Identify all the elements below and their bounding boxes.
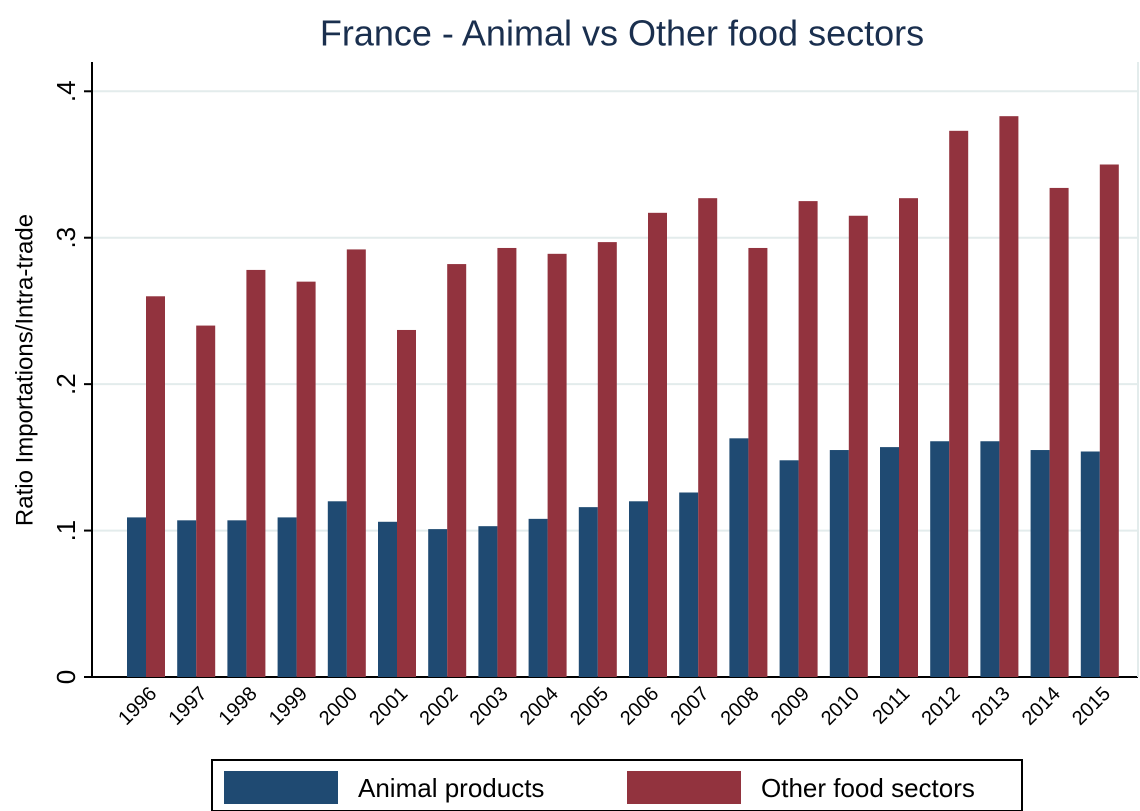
bar [829, 450, 849, 677]
bar [999, 116, 1019, 677]
bar [679, 492, 699, 677]
bar [397, 329, 416, 677]
bar [899, 198, 918, 677]
legend-box [211, 759, 1023, 811]
bar [848, 215, 868, 677]
y-tick-label: .1 [51, 520, 81, 542]
x-tick-label: 2004 [516, 683, 563, 730]
bar [296, 281, 316, 677]
x-tick-label: 2006 [616, 683, 663, 730]
y-tick-label: .3 [51, 227, 81, 249]
bar [779, 460, 799, 677]
bar [748, 247, 768, 677]
y-axis-label: Ratio Importations/Intra-trade [11, 214, 38, 526]
bar [1030, 450, 1050, 677]
bar [528, 518, 548, 677]
x-tick-label: 2007 [666, 683, 713, 730]
x-tick-label: 2015 [1068, 683, 1115, 730]
bar [1049, 187, 1069, 677]
x-tick-label: 2009 [767, 683, 814, 730]
bar [127, 517, 146, 677]
bar [196, 325, 216, 677]
y-tick-label: .4 [51, 80, 81, 102]
x-tick-label: 2013 [968, 683, 1015, 730]
bar [497, 247, 517, 677]
bar [346, 249, 366, 677]
bar [1080, 451, 1100, 677]
x-tick-label: 2005 [566, 683, 613, 730]
bar [648, 212, 667, 678]
y-tick-label: .2 [51, 373, 81, 395]
x-tick-label: 2001 [365, 683, 412, 730]
x-tick-label: 1997 [164, 683, 211, 730]
bar [597, 242, 617, 677]
x-tick-label: 2014 [1018, 683, 1065, 730]
x-tick-label: 1999 [265, 683, 312, 730]
x-tick-label: 2011 [868, 683, 914, 729]
bar [798, 201, 818, 677]
bar [949, 130, 969, 678]
bar [277, 517, 297, 677]
chart-title: France - Animal vs Other food sectors [320, 13, 924, 54]
bar [980, 441, 1000, 677]
x-tick-label: 1998 [215, 683, 262, 730]
bar [578, 507, 598, 677]
legend-label: Animal products [358, 773, 544, 803]
bar [146, 296, 165, 677]
x-tick-label: 2003 [466, 683, 513, 730]
bar [177, 520, 197, 677]
bar [378, 521, 397, 677]
x-tick-label: 2010 [817, 683, 864, 730]
bar [629, 501, 648, 677]
x-tick-label: 2000 [315, 683, 362, 730]
bar [447, 264, 467, 677]
bar [478, 526, 498, 677]
legend-swatch [224, 771, 338, 804]
bar [547, 253, 567, 678]
bar [327, 501, 347, 677]
x-tick-label: 2002 [415, 683, 462, 730]
bar [930, 441, 950, 677]
x-tick-label: 2012 [917, 683, 964, 730]
bar [698, 198, 718, 677]
x-tick-label: 1996 [114, 683, 161, 730]
bar [227, 520, 247, 677]
bar [729, 438, 749, 677]
x-tick-label: 2008 [717, 683, 764, 730]
bar [880, 447, 899, 677]
bar [246, 269, 266, 677]
bar [1099, 164, 1119, 677]
legend-swatch [627, 771, 741, 804]
legend-label: Other food sectors [761, 773, 975, 803]
bar [428, 529, 448, 677]
y-tick-label: 0 [51, 670, 81, 684]
